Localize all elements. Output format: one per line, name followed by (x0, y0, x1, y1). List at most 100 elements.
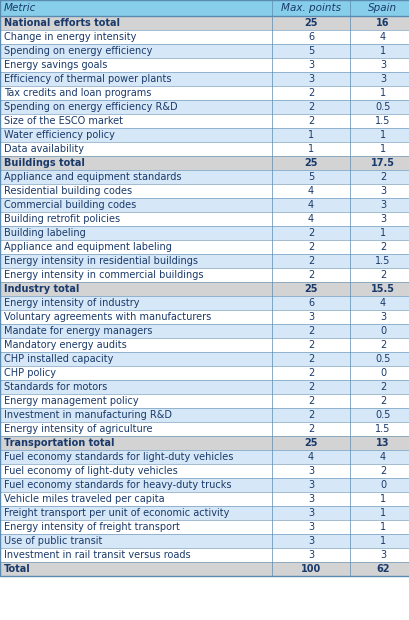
Text: Commercial building codes: Commercial building codes (4, 200, 136, 210)
Bar (0, 184, 409, 198)
Text: Use of public transit: Use of public transit (4, 536, 102, 546)
Text: 5: 5 (307, 172, 313, 182)
Bar (0, 436, 409, 450)
Text: 2: 2 (307, 354, 313, 364)
Bar (0, 338, 409, 352)
Text: 0.5: 0.5 (374, 354, 390, 364)
Text: Spending on energy efficiency R&D: Spending on energy efficiency R&D (4, 102, 177, 112)
Text: 1.5: 1.5 (374, 116, 390, 126)
Text: 1: 1 (379, 494, 385, 504)
Text: Metric: Metric (4, 3, 36, 13)
Bar (0, 58, 409, 72)
Text: Mandatory energy audits: Mandatory energy audits (4, 340, 126, 350)
Text: 3: 3 (307, 508, 313, 518)
Text: 3: 3 (307, 522, 313, 532)
Bar (0, 114, 409, 128)
Bar (0, 226, 409, 240)
Text: CHP installed capacity: CHP installed capacity (4, 354, 113, 364)
Text: 2: 2 (379, 270, 385, 280)
Text: 3: 3 (307, 312, 313, 322)
Text: 3: 3 (307, 480, 313, 490)
Text: 62: 62 (375, 564, 389, 574)
Bar (0, 366, 409, 380)
Text: 3: 3 (379, 186, 385, 196)
Text: 1: 1 (379, 46, 385, 56)
Text: 2: 2 (307, 326, 313, 336)
Bar (0, 142, 409, 156)
Text: Building labeling: Building labeling (4, 228, 85, 238)
Bar (0, 548, 409, 562)
Text: Appliance and equipment labeling: Appliance and equipment labeling (4, 242, 171, 252)
Text: 6: 6 (307, 32, 313, 42)
Text: 3: 3 (379, 214, 385, 224)
Text: 2: 2 (379, 382, 385, 392)
Bar (0, 72, 409, 86)
Text: Transportation total: Transportation total (4, 438, 114, 448)
Text: Spending on energy efficiency: Spending on energy efficiency (4, 46, 152, 56)
Text: Building retrofit policies: Building retrofit policies (4, 214, 120, 224)
Text: 2: 2 (379, 396, 385, 406)
Text: 13: 13 (375, 438, 389, 448)
Text: Size of the ESCO market: Size of the ESCO market (4, 116, 123, 126)
Bar (0, 44, 409, 58)
Bar (0, 296, 409, 310)
Text: 2: 2 (379, 242, 385, 252)
Text: 4: 4 (379, 32, 385, 42)
Text: Fuel economy standards for heavy-duty trucks: Fuel economy standards for heavy-duty tr… (4, 480, 231, 490)
Bar (0, 562, 409, 576)
Text: Data availability: Data availability (4, 144, 84, 154)
Text: 100: 100 (300, 564, 320, 574)
Text: 1: 1 (307, 144, 313, 154)
Bar (0, 464, 409, 478)
Text: 1: 1 (307, 130, 313, 140)
Text: 2: 2 (307, 396, 313, 406)
Text: 3: 3 (379, 74, 385, 84)
Bar (0, 450, 409, 464)
Text: Max. points: Max. points (280, 3, 340, 13)
Text: 2: 2 (379, 466, 385, 476)
Text: Energy intensity of industry: Energy intensity of industry (4, 298, 139, 308)
Bar (0, 30, 409, 44)
Text: Buildings total: Buildings total (4, 158, 85, 168)
Text: 16: 16 (375, 18, 389, 28)
Text: 2: 2 (307, 256, 313, 266)
Bar (0, 86, 409, 100)
Bar (0, 506, 409, 520)
Bar (0, 0, 409, 16)
Bar (0, 212, 409, 226)
Text: 4: 4 (307, 186, 313, 196)
Bar (0, 394, 409, 408)
Text: National efforts total: National efforts total (4, 18, 120, 28)
Text: 25: 25 (303, 284, 317, 294)
Bar (0, 282, 409, 296)
Text: 1: 1 (379, 536, 385, 546)
Text: Voluntary agreements with manufacturers: Voluntary agreements with manufacturers (4, 312, 211, 322)
Text: 2: 2 (307, 410, 313, 420)
Text: 5: 5 (307, 46, 313, 56)
Text: 1.5: 1.5 (374, 256, 390, 266)
Bar (0, 324, 409, 338)
Text: 1: 1 (379, 144, 385, 154)
Text: 0: 0 (379, 368, 385, 378)
Bar (0, 352, 409, 366)
Text: 2: 2 (307, 382, 313, 392)
Text: 1: 1 (379, 130, 385, 140)
Text: 2: 2 (307, 340, 313, 350)
Bar (0, 16, 409, 30)
Text: 2: 2 (307, 116, 313, 126)
Text: Investment in rail transit versus roads: Investment in rail transit versus roads (4, 550, 190, 560)
Text: 25: 25 (303, 18, 317, 28)
Text: Investment in manufacturing R&D: Investment in manufacturing R&D (4, 410, 172, 420)
Bar (0, 534, 409, 548)
Text: 3: 3 (379, 200, 385, 210)
Bar (0, 422, 409, 436)
Bar (0, 380, 409, 394)
Bar (0, 100, 409, 114)
Text: 0.5: 0.5 (374, 102, 390, 112)
Text: Energy intensity of freight transport: Energy intensity of freight transport (4, 522, 180, 532)
Text: 3: 3 (307, 550, 313, 560)
Text: 3: 3 (379, 550, 385, 560)
Text: 2: 2 (307, 88, 313, 98)
Bar (0, 520, 409, 534)
Text: 17.5: 17.5 (370, 158, 394, 168)
